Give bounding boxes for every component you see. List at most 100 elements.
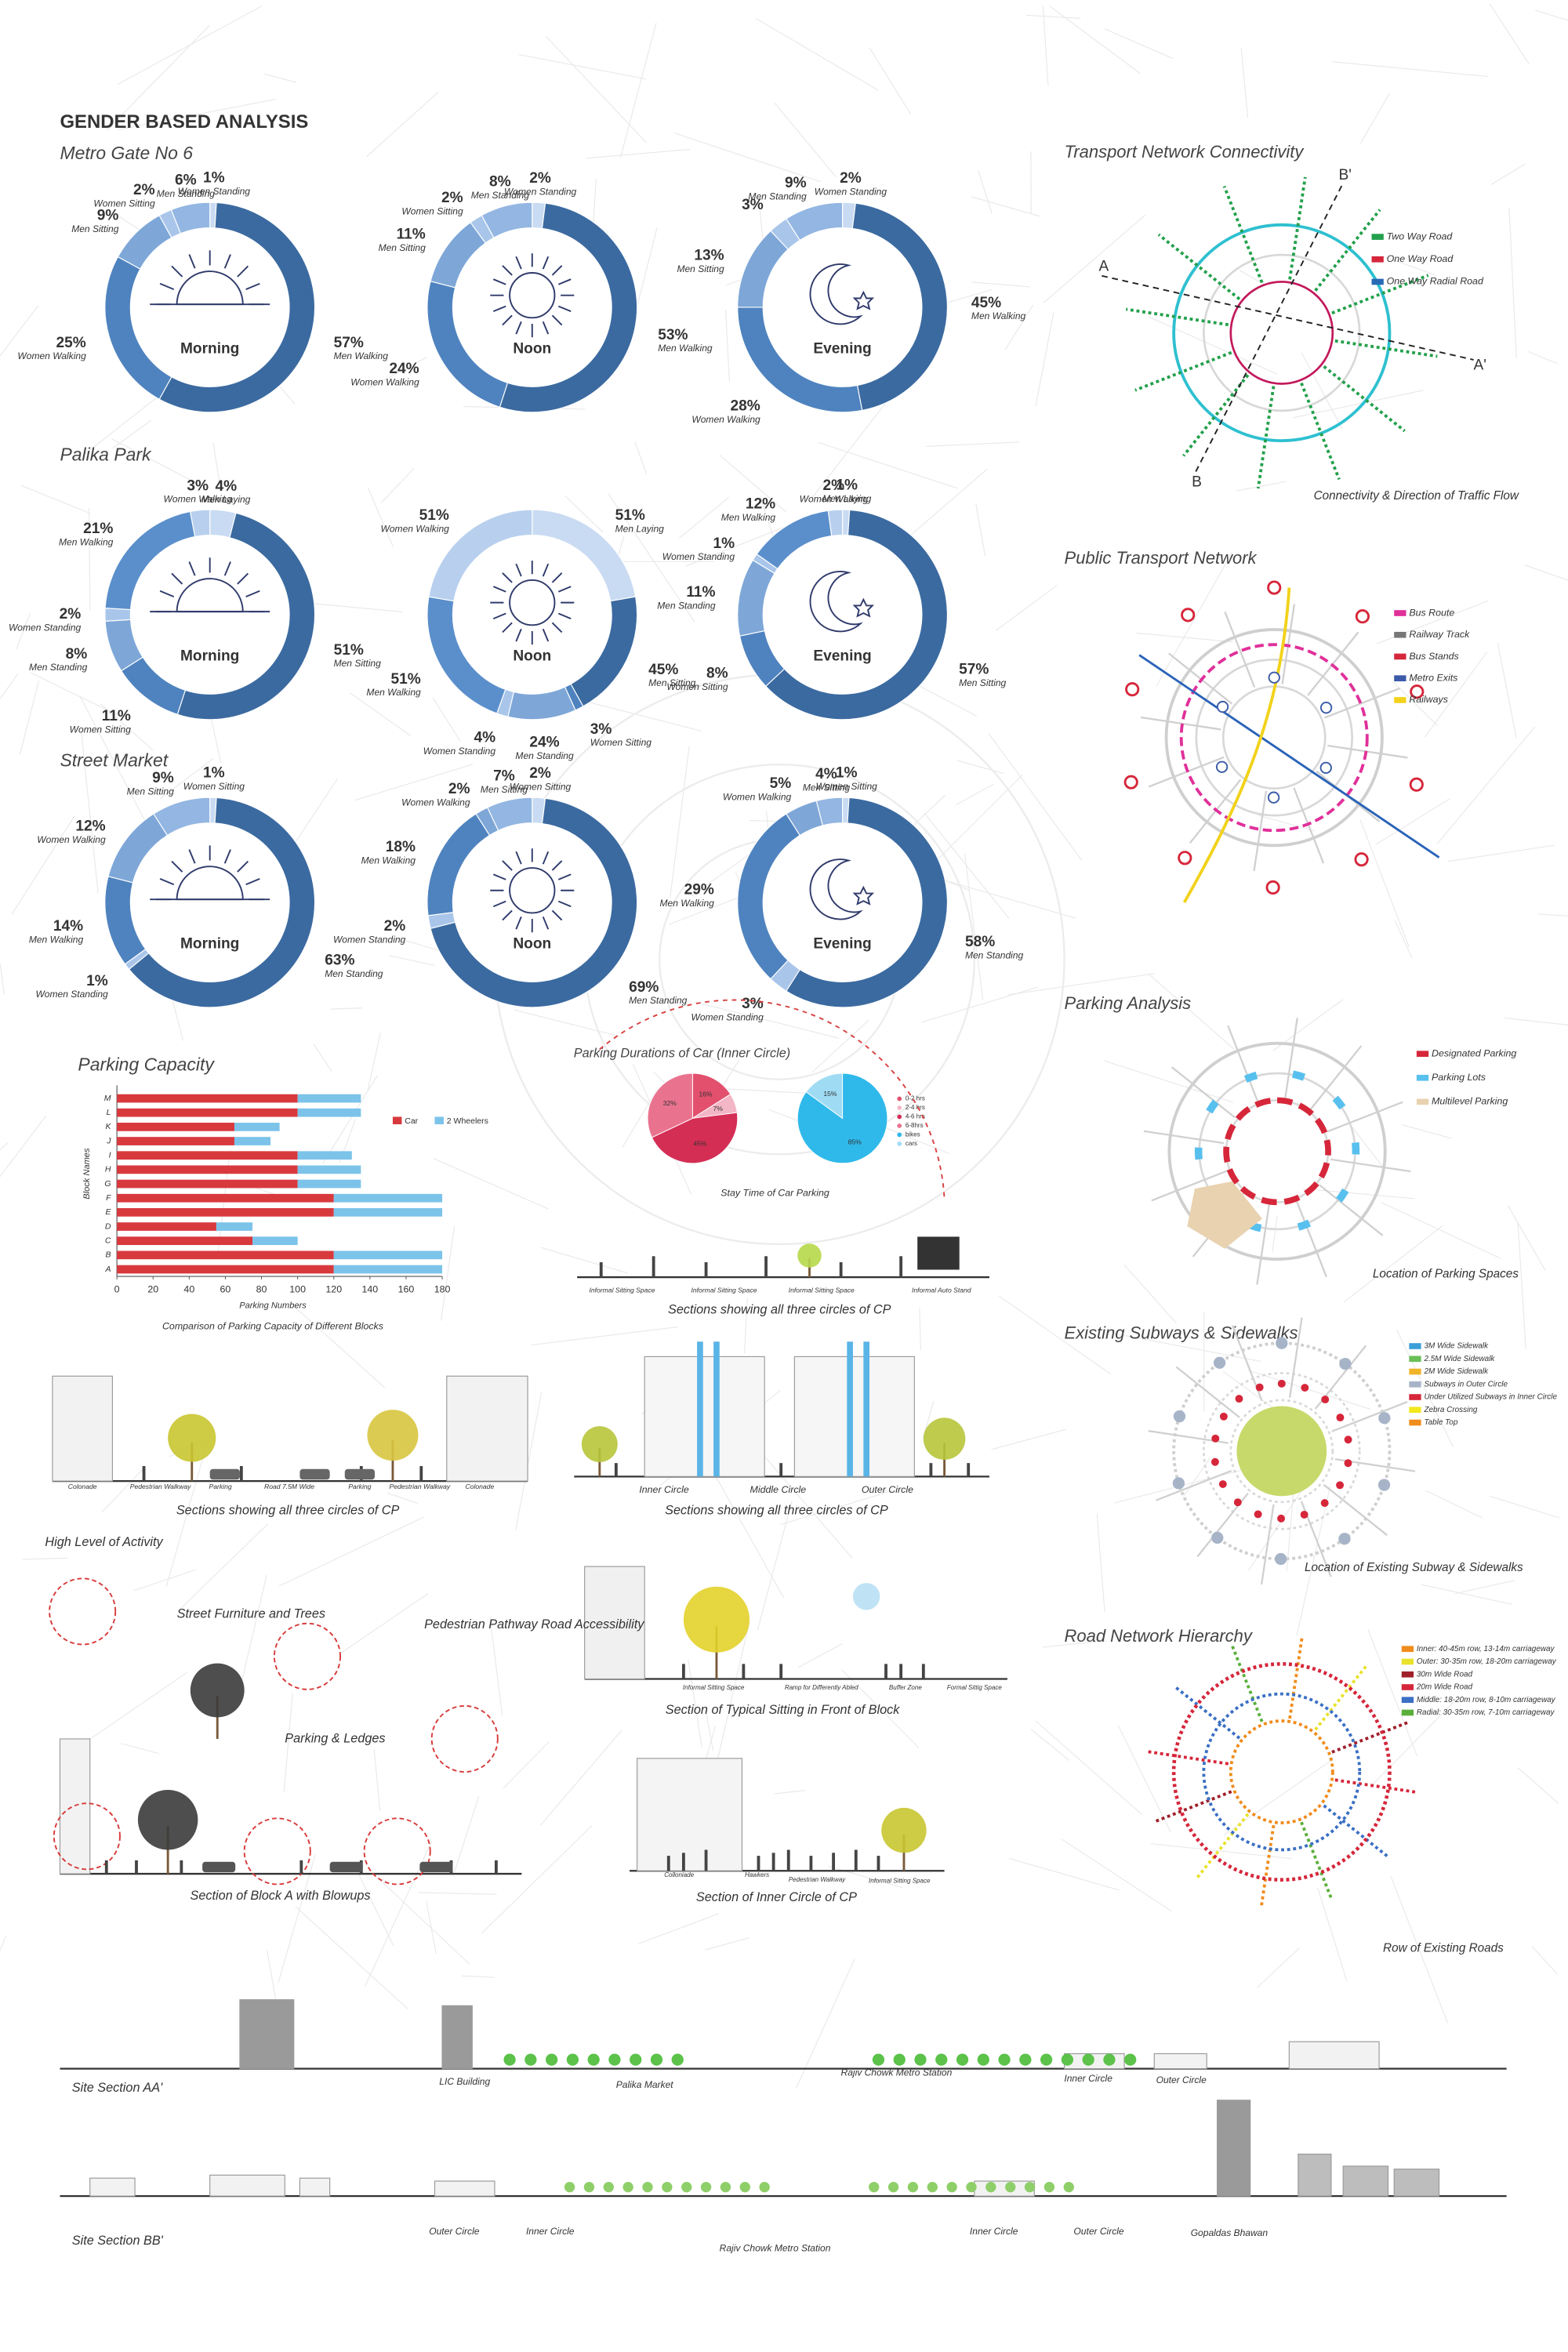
car — [344, 1468, 376, 1480]
legend-swatch — [1394, 675, 1406, 682]
person — [142, 1465, 146, 1482]
map-line — [774, 1790, 805, 1795]
subway-outer — [1274, 1552, 1287, 1566]
sun-ray — [492, 305, 506, 313]
segment-name: Men Walking — [366, 687, 421, 698]
building — [441, 2005, 473, 2070]
radial-road — [1227, 1025, 1259, 1102]
data-label: 8% — [489, 174, 511, 191]
sun-ray — [551, 622, 563, 633]
sun-ray — [557, 873, 572, 880]
legend-swatch — [1401, 1658, 1414, 1665]
map-line — [367, 1033, 381, 1091]
tree-canopy — [137, 1789, 198, 1850]
sun-ray — [159, 590, 175, 597]
legend-label: 0-2 hrs — [906, 1095, 925, 1102]
data-label: 2% — [133, 182, 155, 198]
legend-label: Bus Route — [1409, 607, 1454, 618]
map-line — [586, 148, 691, 159]
sun-ray — [492, 873, 506, 880]
segment-name: Women Standing — [662, 551, 735, 562]
person — [779, 1463, 783, 1477]
sun-ray — [159, 878, 175, 886]
radial-road — [1334, 1778, 1416, 1794]
legend-swatch — [897, 1105, 902, 1110]
map-line — [540, 1247, 628, 1274]
segment-name: Men Standing — [657, 600, 716, 611]
tree-canopy — [581, 1426, 618, 1463]
map-line — [1396, 1329, 1454, 1447]
sun-ray — [551, 314, 563, 326]
segment-name: Men Walking — [721, 512, 776, 523]
legend-swatch — [1401, 1697, 1414, 1704]
map-line — [545, 35, 647, 143]
map-line — [330, 1007, 363, 1010]
bar — [117, 1137, 234, 1145]
map-line — [118, 98, 277, 130]
y-tick-label: G — [104, 1179, 111, 1189]
map-line — [1367, 1629, 1418, 1757]
section-label: Road 7.5M Wide — [264, 1483, 314, 1490]
bus-route — [1179, 643, 1369, 833]
parking-lot — [1243, 1071, 1258, 1083]
blowup-circle — [243, 1817, 311, 1886]
radial-road — [1126, 307, 1229, 327]
ring-road — [1203, 1372, 1361, 1530]
segment-name: Men Sitting — [71, 223, 118, 234]
subway-outer — [1211, 1531, 1224, 1544]
sun-ray — [502, 909, 513, 921]
sun-ray — [502, 572, 513, 583]
x-tick-label: 40 — [183, 1284, 194, 1295]
sun-ray — [237, 265, 249, 278]
map-line — [121, 1743, 159, 1755]
data-label: 25% — [56, 335, 86, 351]
map-line — [1296, 1486, 1331, 1636]
bar — [117, 1236, 253, 1246]
map-line — [1317, 1887, 1348, 1981]
bar — [117, 1208, 334, 1217]
person — [704, 1261, 708, 1278]
building — [299, 2177, 331, 2197]
y-tick-label: M — [104, 1094, 111, 1103]
map-line — [20, 485, 90, 514]
segment-name: Men Sitting — [379, 242, 426, 253]
y-tick-label: H — [105, 1165, 111, 1174]
legend-label: Multilevel Parking — [1432, 1096, 1508, 1107]
map-line — [1528, 351, 1559, 365]
sun-ray — [223, 561, 231, 576]
subway-outer — [1378, 1412, 1391, 1425]
data-label: 58% — [965, 934, 995, 950]
map-line — [489, 1616, 503, 1716]
site-tree — [662, 2181, 673, 2193]
sun-ray — [171, 572, 183, 585]
multilevel-parking — [1187, 1181, 1262, 1249]
map-line — [869, 47, 912, 114]
section-label: Pedestrian Walkway — [390, 1483, 451, 1490]
person — [786, 1849, 790, 1871]
blowup-circle — [49, 1577, 117, 1646]
ring-road — [1229, 1399, 1334, 1504]
data-label: 8% — [706, 666, 728, 682]
section-title: Palika Park — [60, 444, 152, 464]
moon-icon — [809, 570, 863, 633]
map-line — [756, 18, 879, 91]
x-tick-label: 80 — [256, 1284, 267, 1295]
site-tree — [887, 2181, 899, 2193]
map-line — [16, 612, 31, 649]
data-label: 4% — [815, 766, 837, 782]
parking-lot — [1194, 1147, 1203, 1160]
map-line — [350, 692, 412, 737]
site-tree — [1005, 2181, 1016, 2193]
legend-swatch — [1416, 1074, 1429, 1081]
map-line — [264, 73, 296, 83]
map-line — [1256, 1947, 1300, 1988]
map-line — [1043, 214, 1146, 303]
section-label: Parking — [209, 1483, 232, 1490]
radial-road — [1331, 274, 1429, 315]
map-line — [1343, 1225, 1443, 1303]
map-line — [634, 441, 648, 474]
radial-road — [1143, 1130, 1225, 1145]
map-line — [1104, 28, 1173, 59]
legend-label: 20m Wide Road — [1416, 1683, 1473, 1692]
data-label: 2% — [448, 781, 470, 797]
